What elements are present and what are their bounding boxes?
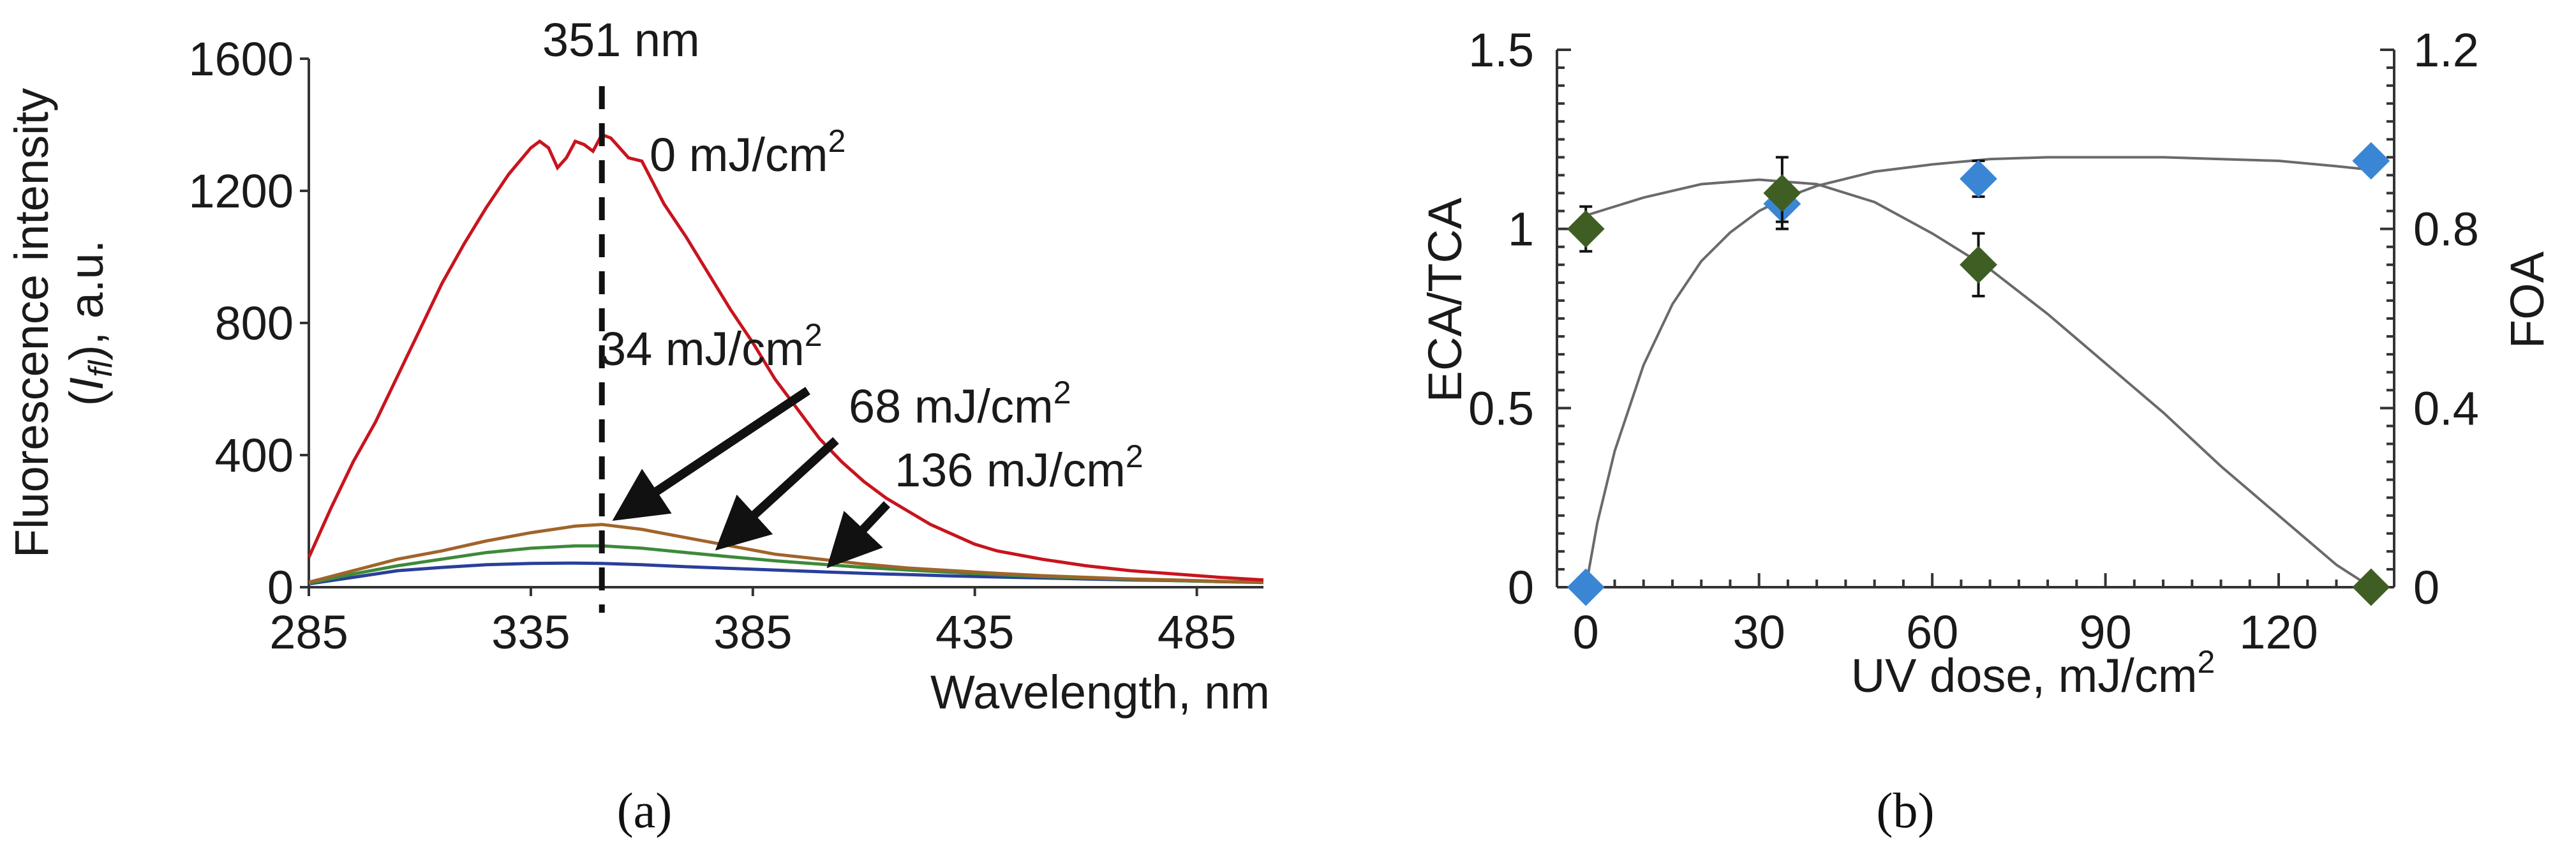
y-tick-label: 0 xyxy=(267,561,294,614)
series-line xyxy=(308,523,1264,584)
y-tick-label: 1200 xyxy=(188,165,294,218)
y-axis-title-left: ECA/TCA xyxy=(1418,197,1471,402)
data-point xyxy=(1960,160,1997,198)
x-tick-label: 90 xyxy=(2079,606,2131,659)
data-point xyxy=(1567,210,1605,248)
y-left-tick-label: 1.5 xyxy=(1468,24,1534,77)
annotation-68: 68 mJ/cm2 xyxy=(849,375,1071,433)
y-axis-title: Fluorescence intensity (Ifl), a.u. xyxy=(5,88,119,558)
arrow-136 xyxy=(826,501,891,569)
x-tick-label: 485 xyxy=(1158,606,1236,659)
x-tick-label: 0 xyxy=(1573,606,1599,659)
y-axis-title-line1: Fluorescence intensity xyxy=(5,88,58,558)
x-tick-label: 435 xyxy=(935,606,1014,659)
y-left-tick-label: 1 xyxy=(1508,203,1534,256)
y-axis-title-line2: (Ifl), a.u. xyxy=(60,240,119,406)
arrow-68 xyxy=(715,437,839,551)
y-right-tick-label: 1.2 xyxy=(2413,24,2479,77)
y-right-tick-label: 0.8 xyxy=(2413,203,2479,256)
data-point xyxy=(1567,568,1605,606)
data-point xyxy=(1960,246,1997,284)
x-tick-label: 385 xyxy=(713,606,792,659)
y-tick-label: 1600 xyxy=(188,33,294,86)
y-right-tick-label: 0 xyxy=(2413,561,2439,614)
y-tick-label: 400 xyxy=(215,429,294,482)
y-left-tick-label: 0 xyxy=(1508,561,1534,614)
x-tick-label: 335 xyxy=(491,606,570,659)
fit-curve xyxy=(1584,156,2372,588)
chart-panel-a: 0 400 800 1200 1600 285 335 385 435 485 Wavelength… xyxy=(5,13,1270,838)
y-left-tick-label: 0.5 xyxy=(1468,382,1534,435)
x-tick-label: 120 xyxy=(2239,606,2318,659)
x-tick-label: 285 xyxy=(269,606,348,659)
data-point xyxy=(1763,174,1801,212)
series-line xyxy=(307,132,1264,582)
x-axis-title: Wavelength, nm xyxy=(930,666,1270,719)
chart-panel-b: 0 0.5 1 1.5 0 0.4 0.8 1.2 0 30 60 90 120 UV dose, mJ/… xyxy=(1418,24,2554,838)
panel-label-a: (a) xyxy=(617,783,673,838)
annotation-0: 0 mJ/cm2 xyxy=(650,123,845,181)
y-tick-label: 800 xyxy=(215,297,294,350)
series-line xyxy=(308,561,1264,586)
x-tick-label: 60 xyxy=(1906,606,1958,659)
marker-line-label: 351 nm xyxy=(542,13,700,66)
x-axis-title: UV dose, mJ/cm2 xyxy=(1851,644,2215,702)
y-right-tick-label: 0.4 xyxy=(2413,382,2479,435)
y-axis-title-right: FOA xyxy=(2501,251,2554,348)
data-point xyxy=(2352,142,2390,180)
panel-label-b: (b) xyxy=(1877,783,1935,838)
annotation-136: 136 mJ/cm2 xyxy=(895,438,1143,497)
annotation-34: 34 mJ/cm2 xyxy=(600,317,823,375)
arrow-34 xyxy=(612,387,810,521)
x-tick-label: 30 xyxy=(1733,606,1785,659)
data-point xyxy=(2352,568,2390,606)
